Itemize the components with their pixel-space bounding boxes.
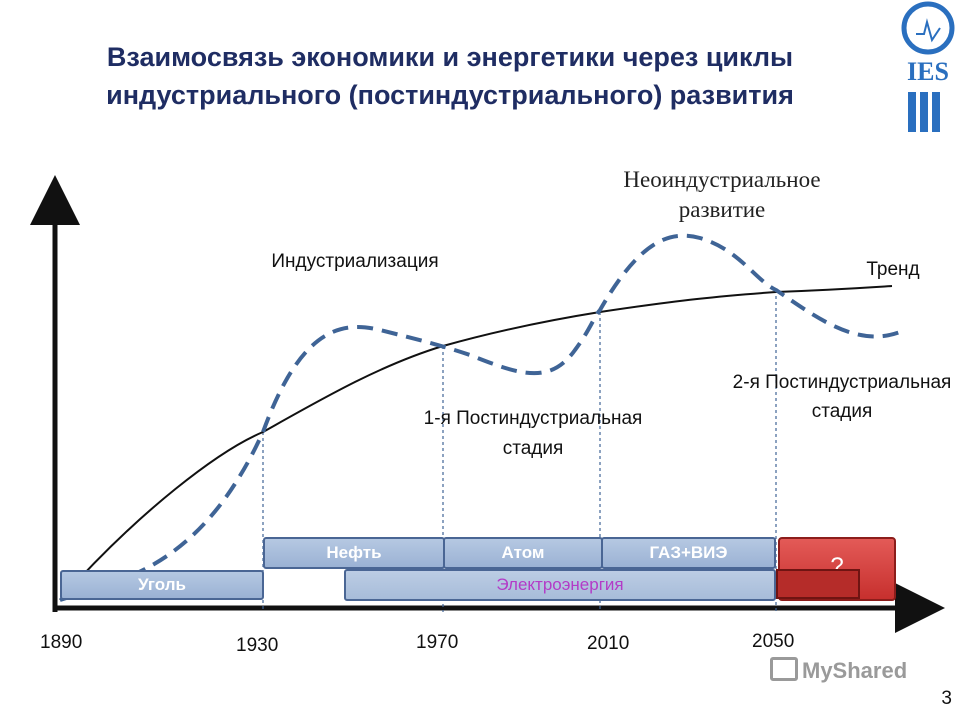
label-stage1: 1-я Постиндустриальная стадия	[423, 408, 643, 459]
bar-electricity-extension	[776, 569, 860, 599]
label-stage2: 2-я Постиндустриальная стадия	[732, 372, 952, 422]
logo-text: IES	[907, 57, 949, 86]
year-1890: 1890	[40, 632, 83, 653]
ies-logo: IES	[901, 1, 955, 132]
bar-electricity: Электроэнергия	[344, 569, 776, 601]
bar-coal: Уголь	[60, 570, 264, 600]
page-number: 3	[941, 688, 952, 709]
year-2010: 2010	[587, 633, 630, 654]
year-2050: 2050	[752, 631, 795, 652]
cycle-curve	[59, 233, 906, 602]
watermark: MyShared	[770, 657, 907, 684]
label-neoindustrial: Неоиндустриальное развитие	[623, 167, 821, 222]
year-1970: 1970	[416, 632, 459, 653]
watermark-text: MyShared	[802, 658, 908, 683]
label-trend: Тренд	[866, 259, 920, 280]
bar-oil: Нефть	[263, 537, 445, 569]
bar-gas-res: ГАЗ+ВИЭ	[601, 537, 776, 569]
slide-title: Взаимосвязь экономики и энергетики через…	[106, 42, 794, 110]
bar-atom: Атом	[443, 537, 603, 569]
year-1930: 1930	[236, 635, 279, 656]
label-industrialization: Индустриализация	[271, 251, 439, 272]
watermark-icon	[770, 657, 798, 681]
